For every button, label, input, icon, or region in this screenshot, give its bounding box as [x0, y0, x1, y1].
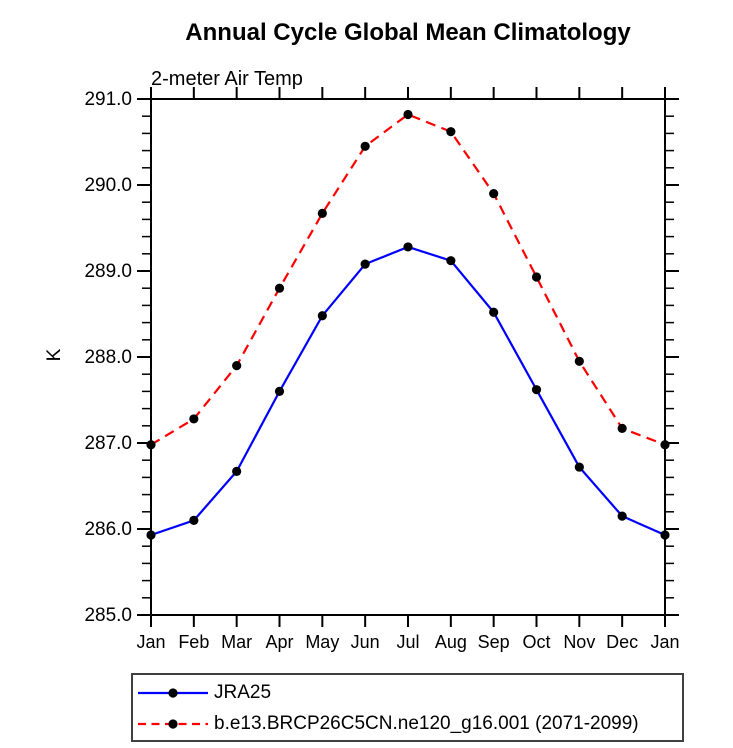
- data-point-marker: [146, 440, 156, 450]
- data-point-marker: [317, 208, 327, 218]
- y-tick-label: 289.0: [84, 261, 132, 282]
- data-point-marker: [617, 511, 627, 521]
- data-point-marker: [274, 283, 285, 293]
- data-point-marker: [189, 414, 199, 424]
- data-point-marker: [531, 272, 542, 282]
- data-point-marker: [531, 385, 542, 395]
- y-tick-label: 285.0: [84, 605, 132, 626]
- data-point-marker: [146, 530, 156, 540]
- axis-frame: [150, 98, 666, 616]
- x-tick-label: Jul: [396, 632, 419, 652]
- data-point-marker: [403, 109, 413, 120]
- legend-marker-icon: [168, 718, 178, 729]
- legend-item-jra25: JRA25: [135, 677, 682, 708]
- data-point-marker: [660, 440, 670, 450]
- legend: JRA25 b.e13.BRCP26C5CN.ne120_g16.001 (20…: [131, 673, 684, 742]
- data-point-marker: [446, 127, 456, 137]
- x-tick-label: Mar: [221, 632, 252, 652]
- data-point-marker: [274, 386, 285, 396]
- x-tick-label: Apr: [265, 632, 293, 652]
- data-point-marker: [574, 356, 584, 366]
- data-point-marker: [489, 307, 499, 317]
- data-point-marker: [189, 515, 199, 526]
- data-point-marker: [489, 189, 499, 199]
- chart-subtitle: 2-meter Air Temp: [151, 68, 303, 90]
- y-tick-label: 288.0: [84, 347, 132, 368]
- x-tick-label: Jan: [136, 632, 165, 652]
- legend-line-sample-dashed: [138, 718, 208, 729]
- data-point-marker: [617, 423, 627, 433]
- y-tick-label: 286.0: [84, 519, 132, 540]
- chart-title: Annual Cycle Global Mean Climatology: [185, 19, 631, 46]
- data-point-marker: [360, 259, 370, 269]
- x-tick-label: Nov: [563, 632, 595, 652]
- data-point-marker: [232, 361, 242, 371]
- legend-item-model: b.e13.BRCP26C5CN.ne120_g16.001 (2071-209…: [135, 708, 682, 739]
- series-line-model: [150, 113, 666, 446]
- data-point-marker: [403, 242, 413, 252]
- y-tick-label: 290.0: [84, 175, 132, 196]
- legend-label: b.e13.BRCP26C5CN.ne120_g16.001 (2071-209…: [214, 712, 639, 734]
- data-point-marker: [446, 256, 456, 266]
- legend-line-sample-solid: [138, 687, 208, 698]
- data-point-marker: [317, 311, 327, 321]
- x-tick-label: Dec: [606, 632, 638, 652]
- series-line-jra25: [150, 245, 666, 537]
- data-point-marker: [660, 530, 670, 540]
- legend-marker-icon: [168, 687, 178, 698]
- y-tick-label: 287.0: [84, 433, 132, 454]
- x-tick-label: May: [305, 632, 339, 652]
- x-tick-label: Aug: [435, 632, 467, 652]
- x-tick-label: Jun: [351, 632, 380, 652]
- x-tick-label: Feb: [178, 632, 209, 652]
- data-point-marker: [574, 462, 584, 472]
- legend-label: JRA25: [214, 681, 272, 703]
- x-tick-label: Jan: [650, 632, 679, 652]
- x-tick-label: Oct: [522, 632, 550, 652]
- y-tick-label: 291.0: [84, 89, 132, 110]
- data-point-marker: [360, 141, 370, 151]
- x-tick-label: Sep: [478, 632, 510, 652]
- data-point-marker: [232, 466, 242, 476]
